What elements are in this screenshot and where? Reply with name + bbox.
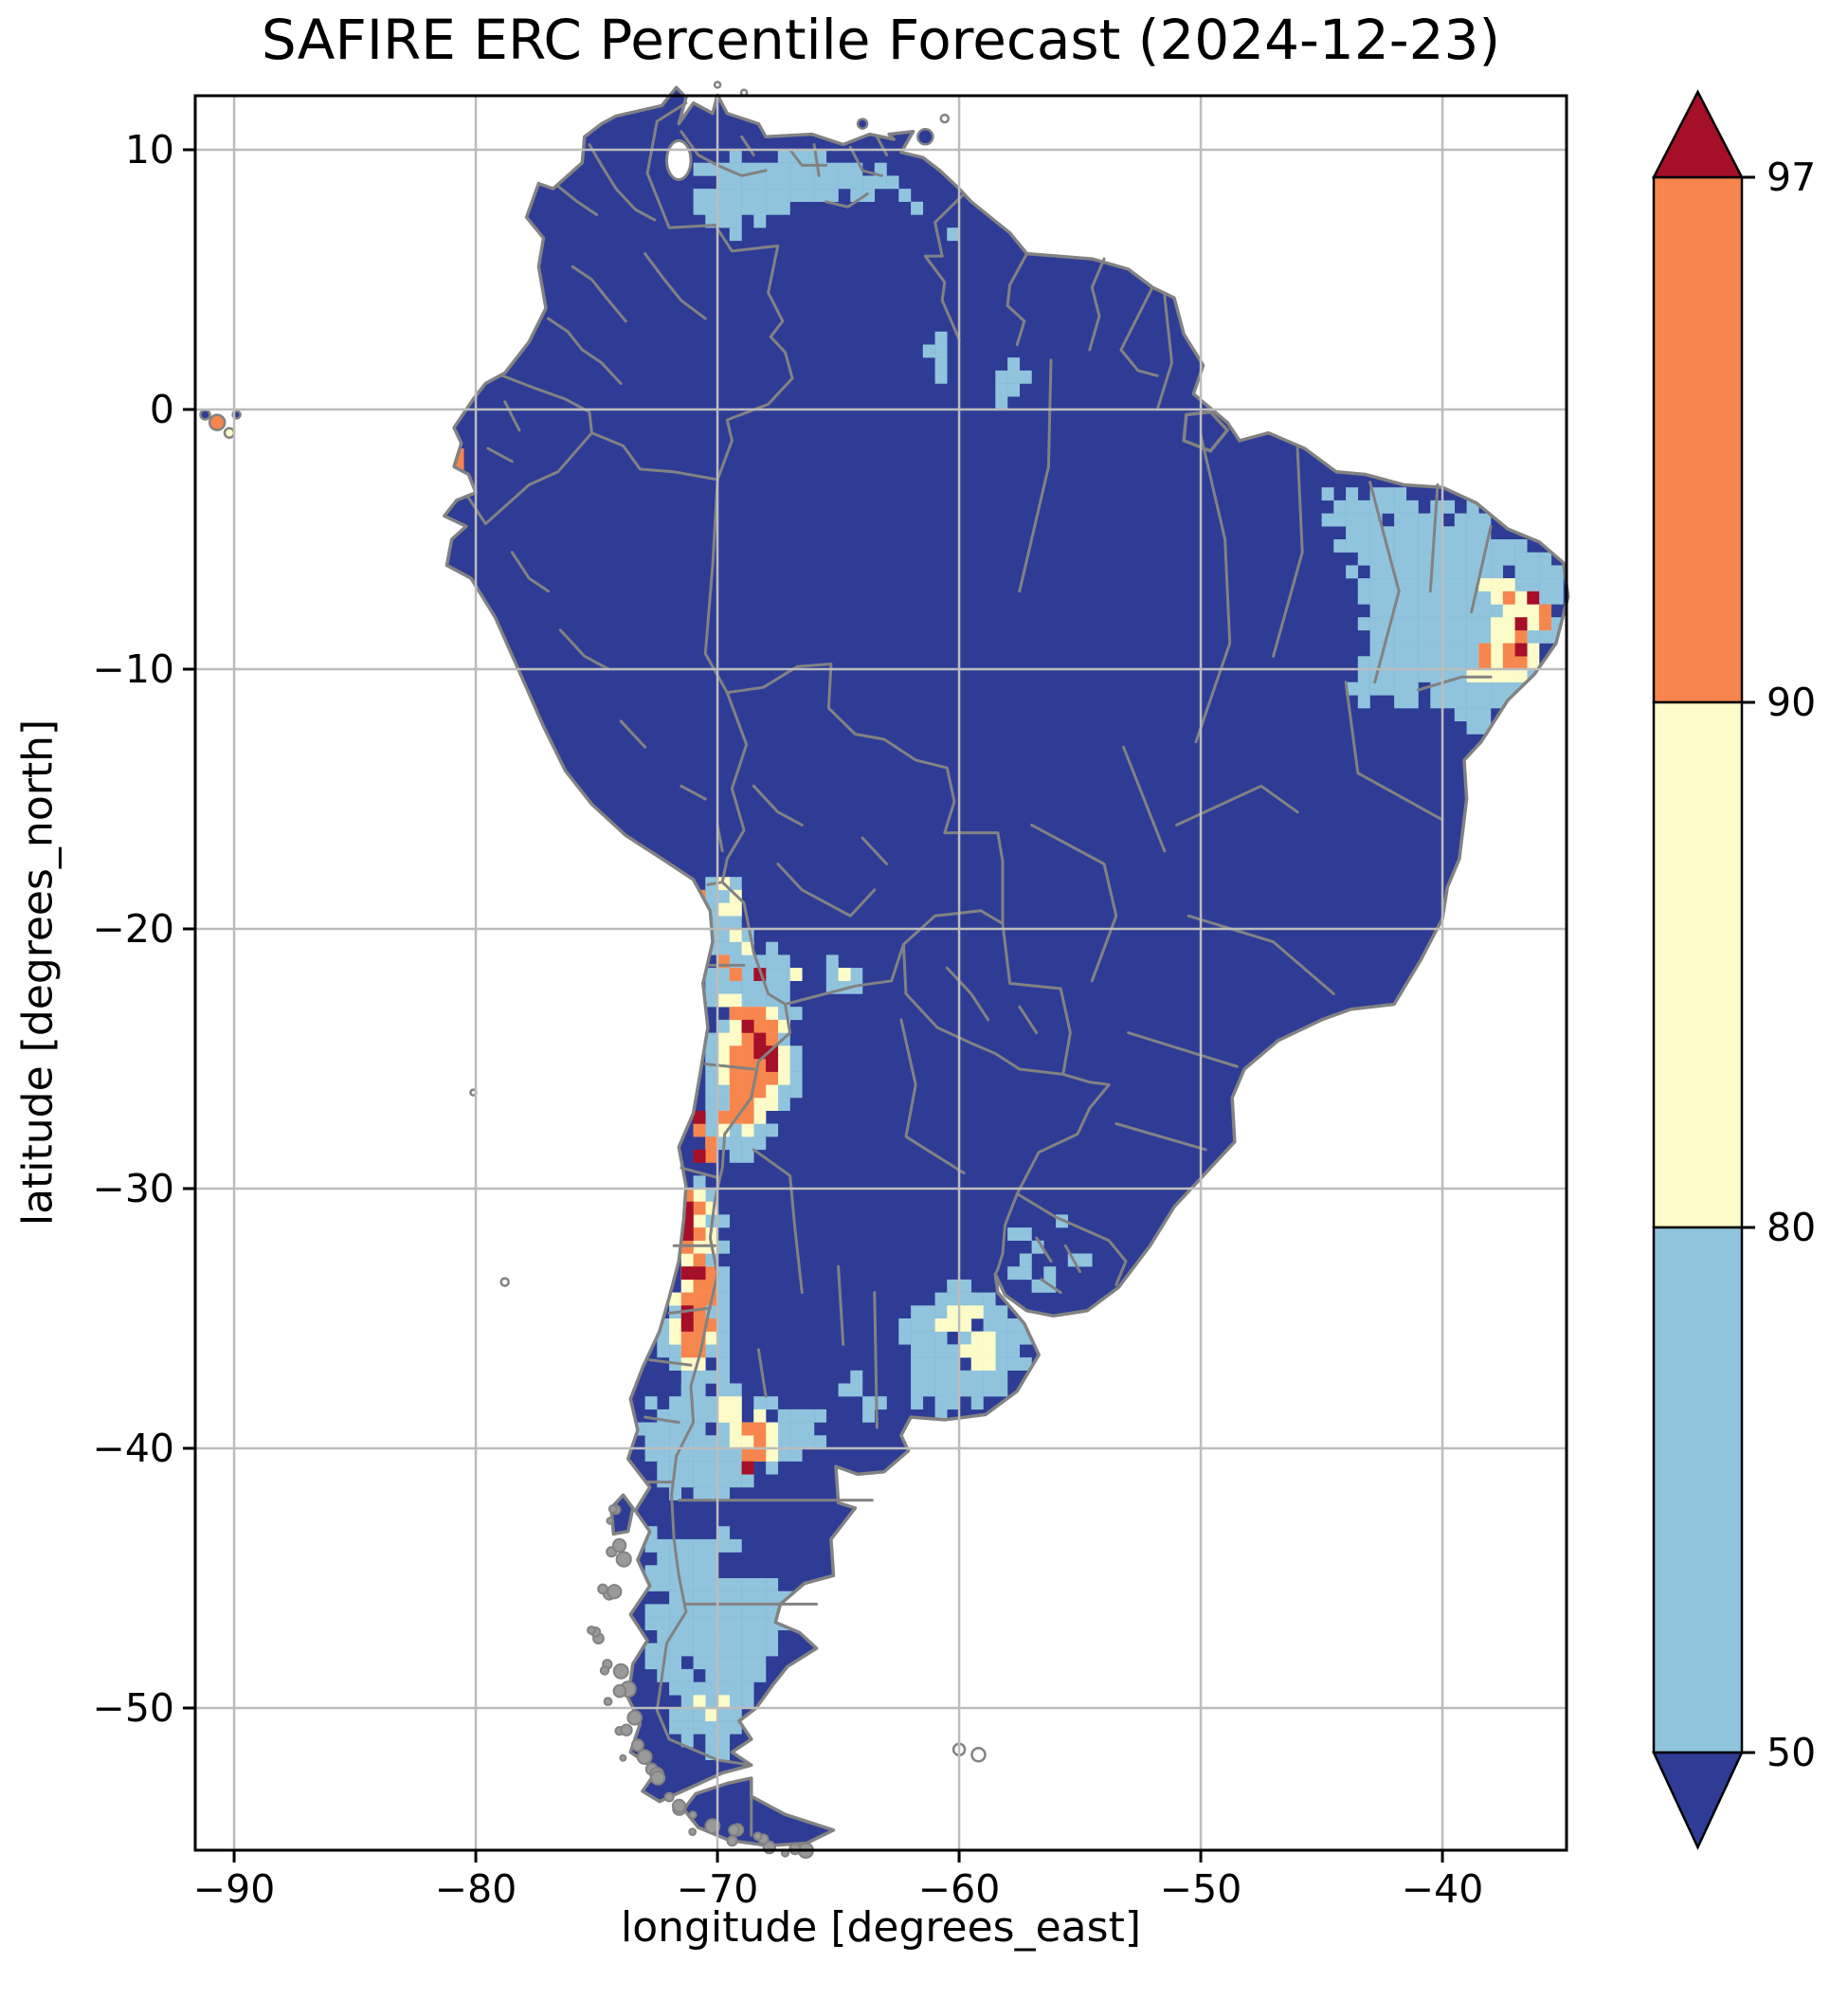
x-axis-label: longitude [degrees_east] — [621, 1903, 1141, 1952]
fjord-islet — [606, 1517, 615, 1525]
y-tick-label: −20 — [92, 906, 174, 952]
fjord-islet — [599, 1665, 610, 1676]
y-tick-label: −30 — [92, 1166, 174, 1211]
island-aruba — [713, 81, 722, 89]
x-tick-label: −90 — [193, 1866, 276, 1912]
fjord-islet — [704, 1818, 721, 1834]
fjord-islet — [612, 1683, 627, 1699]
island-juan-fernandez — [499, 1277, 510, 1287]
plot-border — [193, 94, 1568, 1852]
colorbar-tick-label: 97 — [1766, 154, 1816, 200]
y-tick-label: −10 — [92, 646, 174, 692]
x-axis-ticks: −90 −80 −70 −60 −50 −40 — [193, 1850, 1484, 1912]
island-margarita — [856, 118, 869, 130]
fjord-islet — [607, 1584, 623, 1600]
fjord-islet — [728, 1824, 740, 1837]
fjord-islet — [603, 1697, 613, 1706]
y-tick-label: 0 — [150, 387, 174, 432]
island-tobago — [939, 113, 951, 124]
fjord-islet — [650, 1770, 666, 1786]
gridlines — [195, 96, 1567, 1850]
x-tick-label: −60 — [918, 1866, 1001, 1912]
colorbar-segment — [1652, 1226, 1744, 1754]
fjord-islet — [615, 1551, 632, 1568]
plot-title: SAFIRE ERC Percentile Forecast (2024-12-… — [261, 8, 1501, 72]
island-galapagos-3 — [223, 427, 236, 439]
colorbar-tick-label: 80 — [1766, 1205, 1816, 1250]
fjord-islet — [672, 1798, 686, 1813]
fjord-islet — [636, 1749, 653, 1765]
fjord-islet — [752, 1831, 763, 1842]
island-trinidad — [916, 128, 934, 146]
fjord-islet — [626, 1709, 643, 1726]
island-falkland-e — [970, 1747, 987, 1763]
fjord-islet — [688, 1827, 698, 1836]
colorbar-segment — [1652, 175, 1744, 704]
colorbar-extend-under — [1652, 1751, 1744, 1850]
islands — [199, 81, 987, 1860]
y-tick-label: −40 — [92, 1426, 174, 1471]
x-tick-label: −70 — [677, 1866, 759, 1912]
island-galapagos-2 — [208, 413, 226, 431]
colorbar-segment — [1652, 700, 1744, 1229]
lake-maracaibo — [665, 138, 693, 182]
y-tick-label: −50 — [92, 1685, 174, 1731]
y-tick-label: 10 — [125, 127, 174, 173]
x-tick-label: −80 — [435, 1866, 517, 1912]
fjord-islet — [726, 1835, 738, 1847]
fjord-islet — [607, 1504, 618, 1514]
colorbar-tick-label: 90 — [1766, 680, 1816, 725]
x-tick-label: −40 — [1402, 1866, 1484, 1912]
x-tick-label: −50 — [1160, 1866, 1242, 1912]
admin-borders — [466, 101, 1493, 1837]
fjord-islet — [630, 1738, 644, 1753]
fjord-islet — [587, 1626, 596, 1635]
y-axis-ticks: 10 0 −10 −20 −30 −40 −50 — [92, 127, 195, 1731]
fjord-islet — [619, 1754, 627, 1762]
fjord-islet — [611, 1537, 627, 1554]
landmass — [444, 87, 1568, 1846]
coastline — [443, 85, 1570, 1847]
colorbar-extend-over — [1651, 89, 1745, 179]
fjord-islet — [620, 1723, 633, 1736]
fjord-islet — [597, 1583, 608, 1595]
fjord-islet — [663, 1791, 675, 1803]
colorbar: 97 90 80 50 — [1651, 89, 1816, 1850]
island-galapagos-1 — [199, 409, 211, 421]
colorbar-tick-label: 50 — [1766, 1730, 1816, 1775]
fjord-islet — [612, 1663, 629, 1680]
fjord-islet — [688, 1810, 698, 1820]
